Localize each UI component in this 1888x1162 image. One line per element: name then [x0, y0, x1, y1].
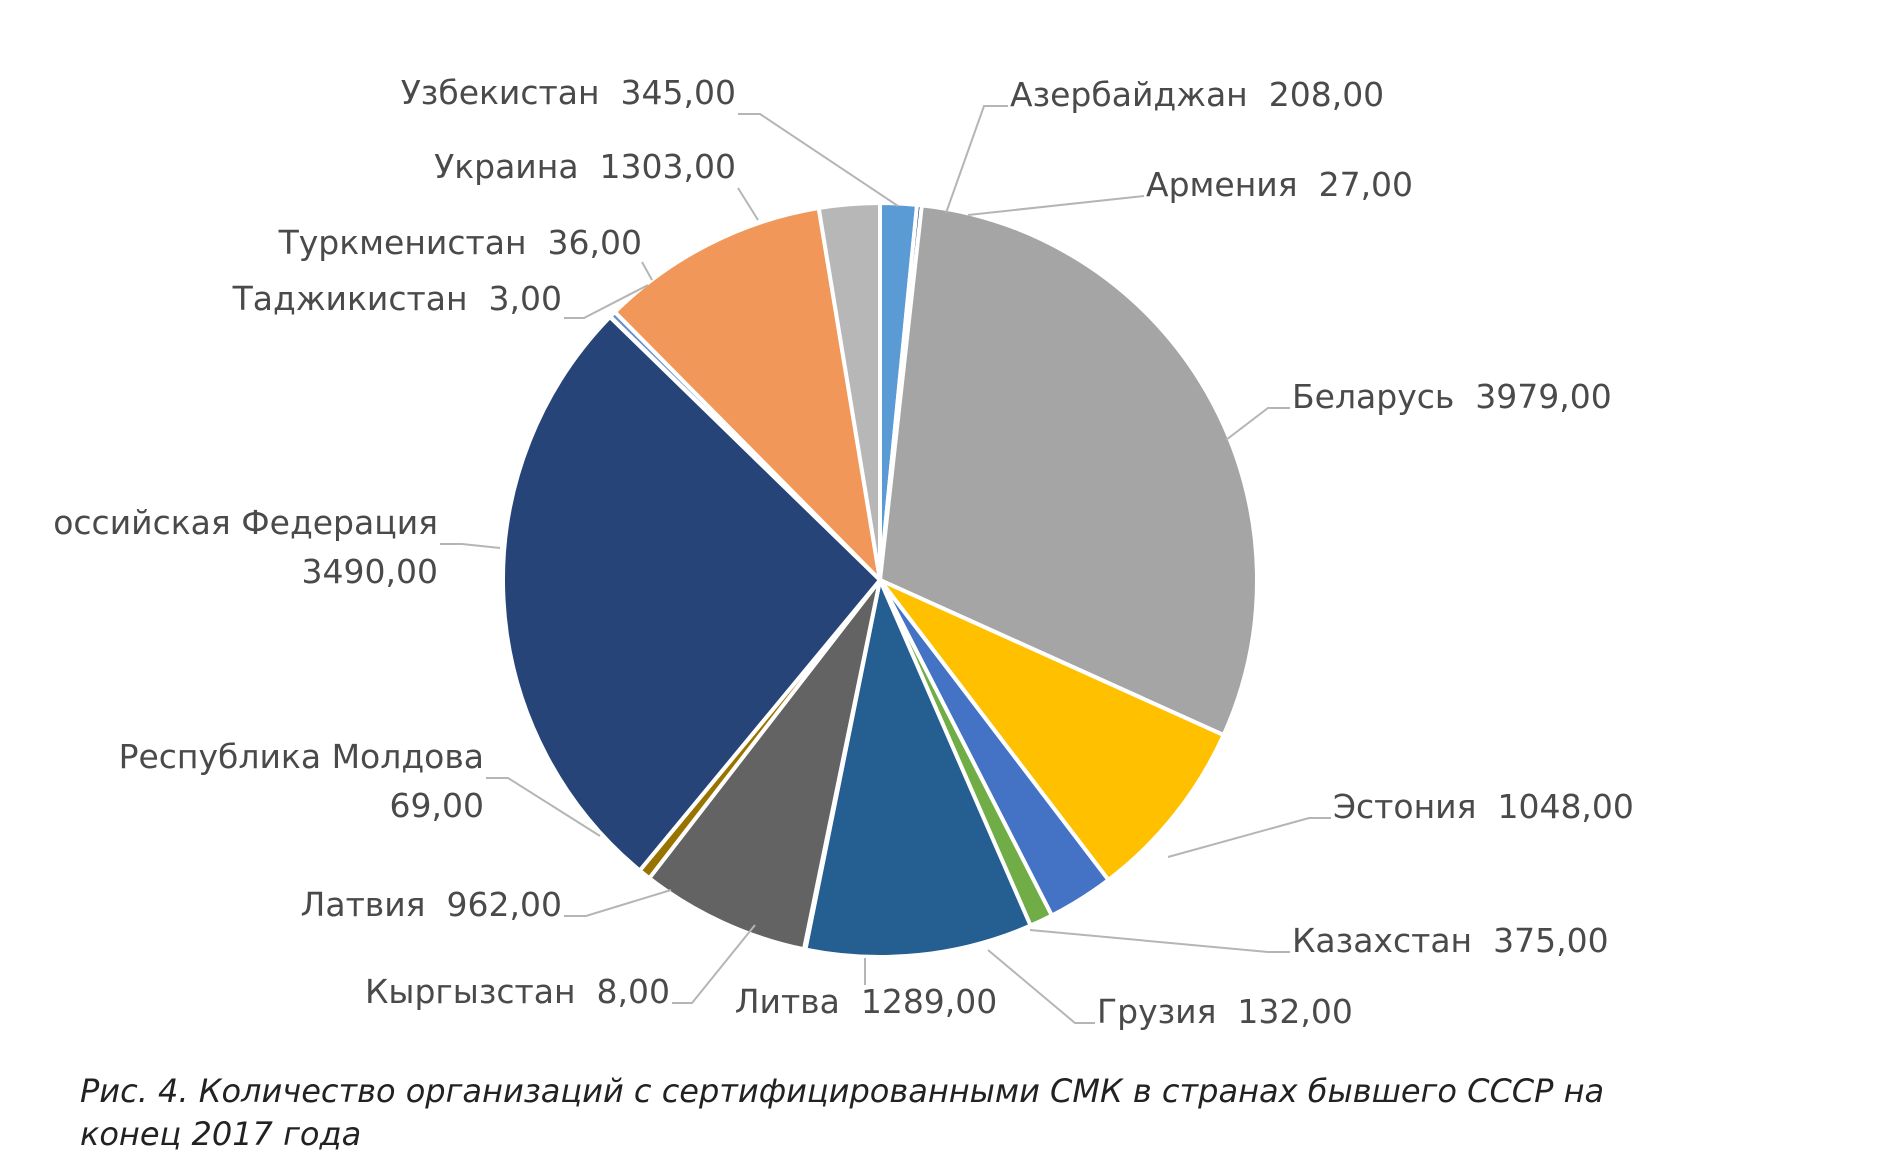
leader-line	[440, 543, 501, 549]
data-label-line: Эстония 1048,00	[1333, 787, 1634, 826]
data-label: Кыргызстан 8,00	[365, 972, 670, 1011]
data-label: Беларусь 3979,00	[1292, 377, 1612, 416]
leader-line	[486, 777, 601, 837]
data-label-line: Азербайджан 208,00	[1010, 75, 1384, 114]
data-label-line: Кыргызстан 8,00	[365, 972, 670, 1011]
slice-labels: Азербайджан 208,00 Армения 27,00 Беларусь …	[53, 73, 1634, 1031]
leader-line	[737, 187, 759, 221]
pie-slice	[612, 206, 882, 582]
pie-slice	[878, 203, 1260, 738]
leader-line	[672, 924, 756, 1004]
data-label-line: Туркменистан 36,00	[278, 223, 642, 262]
caption-line-1: Рис. 4. Количество организаций с сертифи…	[80, 1072, 1605, 1110]
data-label: оссийская Федерация 3490,00	[53, 503, 438, 591]
data-label-line: оссийская Федерация	[53, 503, 438, 542]
pie-slices	[501, 201, 1260, 959]
leader-line	[945, 105, 1008, 214]
data-label: Туркменистан 36,00	[278, 223, 642, 262]
data-label-line: Таджикистан 3,00	[232, 279, 562, 318]
leader-line	[738, 113, 899, 207]
leader-line	[641, 261, 653, 281]
figure-caption: Рис. 4. Количество организаций с сертифи…	[80, 1070, 1640, 1156]
data-label: Литва 1289,00	[735, 982, 998, 1021]
leader-line	[967, 195, 1145, 216]
data-label: Латвия 962,00	[301, 885, 562, 924]
data-label: Узбекистан 345,00	[401, 73, 736, 112]
data-label: Таджикистан 3,00	[232, 279, 562, 318]
leader-line	[987, 949, 1095, 1024]
data-label-line: Армения 27,00	[1146, 165, 1413, 204]
pie-slice	[647, 578, 882, 952]
leader-lines	[440, 105, 1331, 1024]
data-label-line: 3490,00	[302, 552, 438, 591]
data-label: Азербайджан 208,00	[1010, 75, 1384, 114]
data-label-line: Украина 1303,00	[434, 147, 736, 186]
data-label: Республика Молдова 69,00	[119, 737, 484, 825]
data-label: Украина 1303,00	[434, 147, 736, 186]
data-label-line: Узбекистан 345,00	[401, 73, 736, 112]
data-label-line: Казахстан 375,00	[1292, 921, 1609, 960]
data-label-line: Республика Молдова	[119, 737, 484, 776]
pie-slice	[501, 314, 882, 873]
data-label-line: Беларусь 3979,00	[1292, 377, 1612, 416]
leader-line	[564, 889, 672, 917]
leader-line	[1167, 817, 1331, 858]
leader-line	[1225, 407, 1290, 441]
data-label: Армения 27,00	[1146, 165, 1413, 204]
data-label-line: Литва 1289,00	[735, 982, 998, 1021]
data-label: Грузия 132,00	[1097, 992, 1353, 1031]
caption-line-2: конец 2017 года	[80, 1115, 362, 1153]
data-label: Казахстан 375,00	[1292, 921, 1609, 960]
data-label-line: 69,00	[390, 786, 484, 825]
data-label-line: Латвия 962,00	[301, 885, 562, 924]
pie-slice	[878, 578, 1226, 882]
data-label: Эстония 1048,00	[1333, 787, 1634, 826]
leader-line	[564, 284, 649, 319]
data-label-line: Грузия 132,00	[1097, 992, 1353, 1031]
leader-line	[1029, 929, 1290, 953]
pie-slice	[816, 201, 882, 582]
